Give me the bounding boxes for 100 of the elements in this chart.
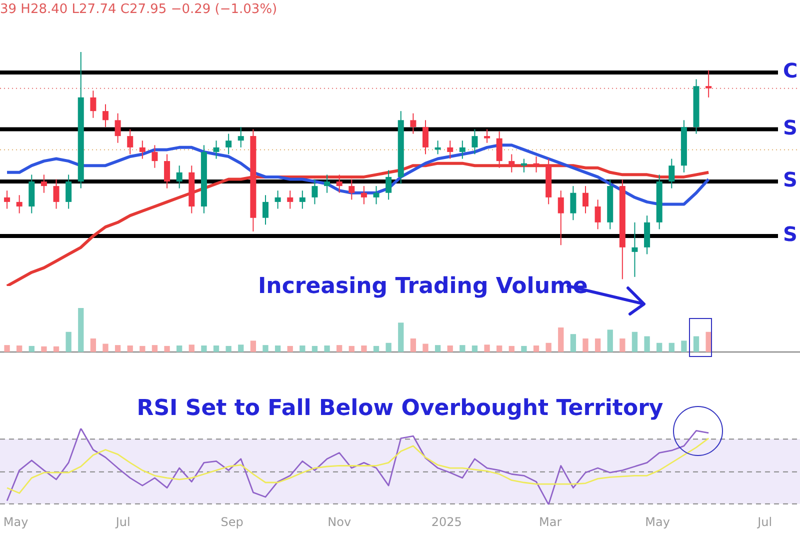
candlestick <box>274 190 281 210</box>
candlestick <box>127 128 134 155</box>
bar <box>287 346 293 352</box>
candlestick <box>152 144 158 168</box>
bar <box>386 342 392 352</box>
candlestick <box>558 190 564 246</box>
bar <box>188 344 194 352</box>
x-tick-label: May <box>3 514 28 529</box>
candlestick <box>139 140 146 160</box>
bar <box>632 332 638 352</box>
bar <box>127 346 133 352</box>
bar <box>16 346 22 352</box>
bar <box>422 344 428 352</box>
bar <box>521 346 527 352</box>
annotation: Increasing Trading Volume <box>258 274 588 299</box>
bar <box>582 338 588 352</box>
x-tick-label: Jul <box>114 514 130 529</box>
candlestick <box>114 112 121 144</box>
candlestick <box>508 154 515 173</box>
candlestick <box>496 131 502 168</box>
bar <box>250 340 256 352</box>
bar <box>361 346 367 352</box>
candlestick <box>262 194 268 226</box>
bar <box>594 338 601 352</box>
bar <box>620 338 626 352</box>
bar <box>336 345 342 352</box>
candlestick <box>299 190 306 210</box>
bar <box>496 346 502 352</box>
bar <box>447 346 453 352</box>
candlestick <box>324 174 330 194</box>
bar <box>373 346 380 352</box>
bar <box>300 346 306 352</box>
bar <box>546 342 552 352</box>
bar <box>28 346 34 352</box>
candlestick <box>164 154 170 189</box>
candlestick <box>360 186 367 205</box>
bar <box>460 345 466 352</box>
candlestick <box>312 178 318 205</box>
candlestick <box>16 194 22 214</box>
bar <box>262 345 268 352</box>
candlestick <box>447 140 454 160</box>
bar <box>348 346 354 352</box>
bar <box>201 346 207 352</box>
text: 39 H28.40 L27.74 C27.95 −0.29 (−1.03%) <box>0 2 278 17</box>
bar <box>472 346 478 352</box>
candlestick <box>668 158 675 189</box>
ref-line-label: C <box>783 58 798 83</box>
candlestick <box>594 199 601 230</box>
candlestick <box>4 190 10 210</box>
x-tick-label: Nov <box>328 514 352 529</box>
candlestick <box>472 128 478 155</box>
bar <box>324 346 330 352</box>
bar <box>238 344 244 352</box>
x-tick-label: 2025 <box>431 514 462 529</box>
candlestick <box>336 174 342 194</box>
x-tick-label: Jul <box>756 514 772 529</box>
bar <box>533 346 540 352</box>
bar <box>226 346 232 352</box>
candlestick <box>348 178 355 200</box>
bar <box>681 340 687 352</box>
candlestick <box>570 186 576 221</box>
bar <box>140 346 146 352</box>
bar <box>398 322 404 352</box>
bar <box>656 342 662 352</box>
bar <box>410 338 416 352</box>
candlestick <box>66 174 72 210</box>
candlestick <box>632 222 638 278</box>
bar <box>152 345 158 352</box>
ref-line-label: S <box>783 222 798 246</box>
bar <box>78 308 84 352</box>
candlestick <box>40 174 47 194</box>
bar <box>176 346 182 352</box>
bar <box>274 346 281 352</box>
ref-line-label: S <box>783 168 798 192</box>
candlestick <box>90 90 96 118</box>
candlestick <box>213 140 220 160</box>
bar <box>668 342 674 352</box>
candlestick <box>226 133 232 155</box>
bar <box>693 336 700 352</box>
bar <box>607 330 613 352</box>
candlestick <box>373 186 380 205</box>
bar <box>558 327 564 352</box>
candlestick <box>287 190 294 210</box>
bar <box>41 346 47 352</box>
bar <box>164 346 170 352</box>
chart-title: RSI Set to Fall Below Overbought Territory <box>136 396 664 421</box>
candlestick <box>706 70 712 98</box>
x-tick-label: Sep <box>220 514 244 529</box>
x-tick-label: Mar <box>539 514 562 529</box>
ref-line-label: S <box>783 115 798 140</box>
candlestick <box>238 126 244 148</box>
bar <box>90 338 96 352</box>
bar <box>213 346 220 352</box>
bar <box>114 345 121 352</box>
bar <box>102 344 108 352</box>
bar <box>484 344 490 352</box>
bar <box>508 346 514 352</box>
candlestick <box>484 128 490 144</box>
bar <box>706 332 712 352</box>
bar <box>570 334 576 352</box>
